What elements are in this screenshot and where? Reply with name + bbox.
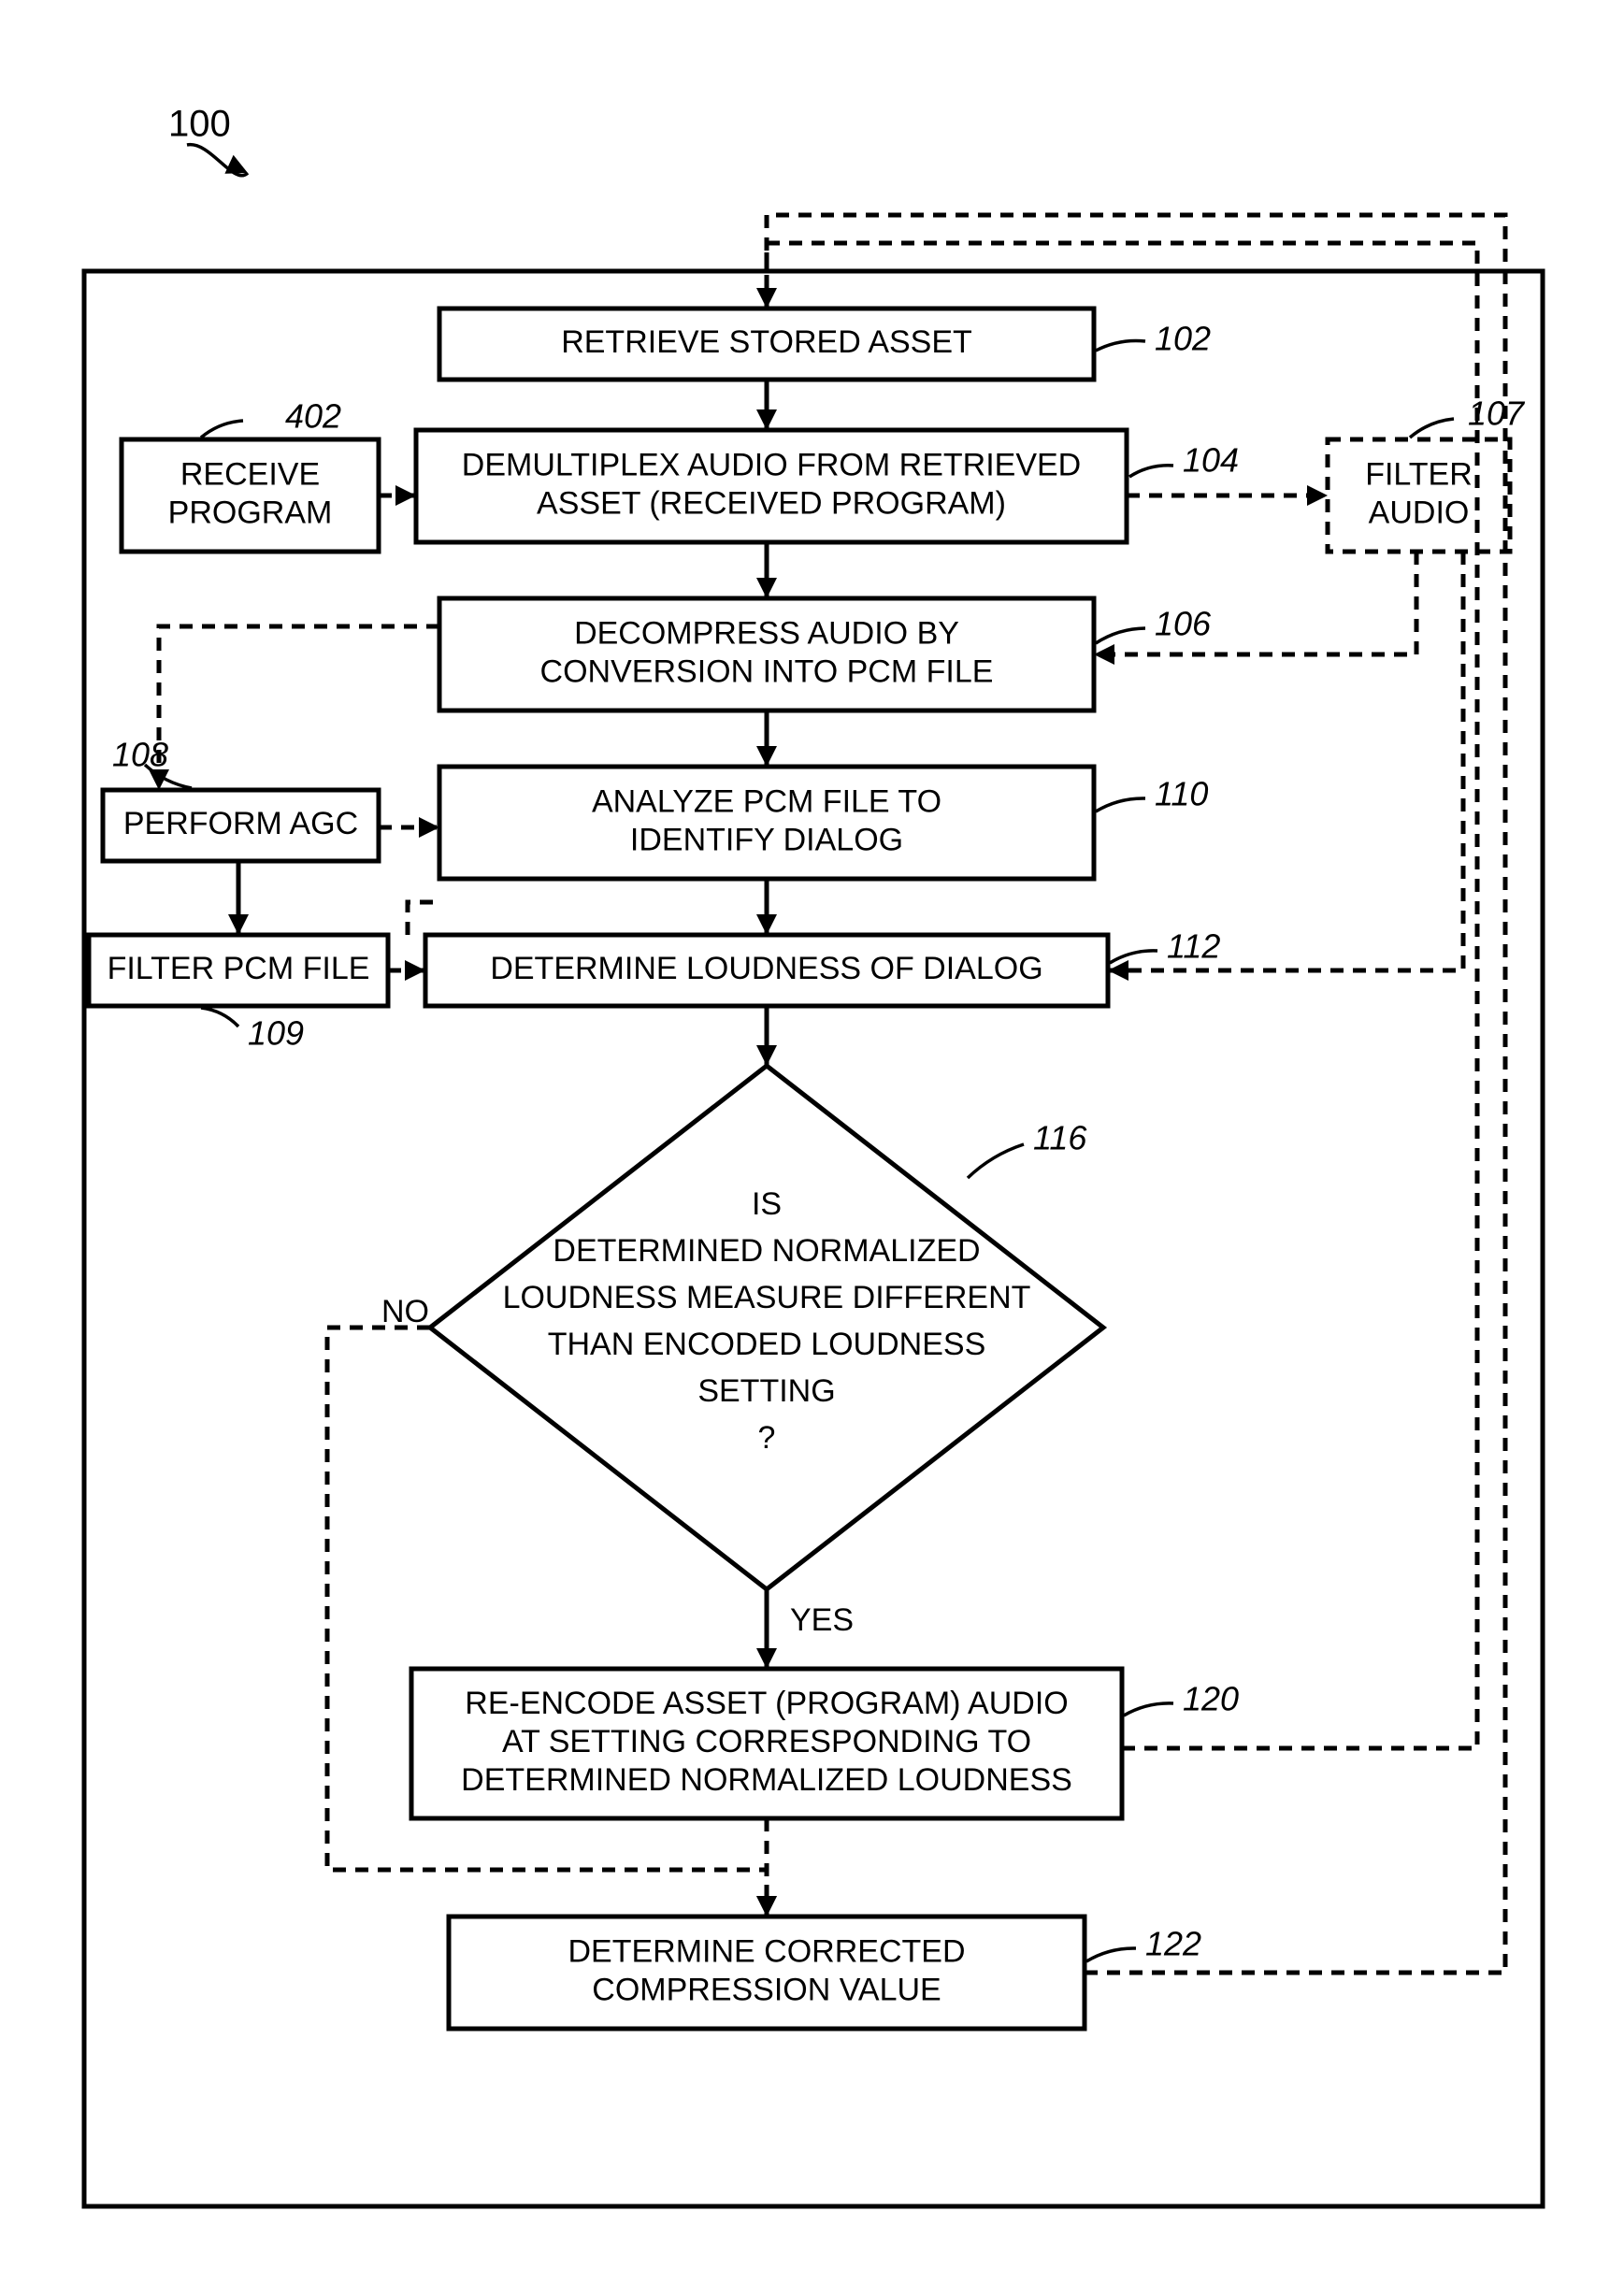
analyze-pcm: ANALYZE PCM FILE TOIDENTIFY DIALOG xyxy=(439,767,1094,879)
decision-loudness-text: SETTING xyxy=(697,1373,835,1409)
determine-compression-text: COMPRESSION VALUE xyxy=(592,1972,941,2007)
decompress-audio-text: DECOMPRESS AUDIO BY xyxy=(574,616,959,652)
retrieve-stored-asset: RETRIEVE STORED ASSET xyxy=(439,309,1094,380)
ref-107: 107 xyxy=(1468,395,1526,433)
re-encode-text: DETERMINED NORMALIZED LOUDNESS xyxy=(461,1762,1072,1798)
determine-compression: DETERMINE CORRECTEDCOMPRESSION VALUE xyxy=(449,1917,1085,2029)
receive-program: RECEIVEPROGRAM xyxy=(122,439,379,552)
filter-pcm-text: FILTER PCM FILE xyxy=(108,951,370,986)
analyze-pcm-text: ANALYZE PCM FILE TO xyxy=(592,784,941,820)
demultiplex-audio-text: DEMULTIPLEX AUDIO FROM RETRIEVED xyxy=(462,448,1081,483)
ref-108: 108 xyxy=(112,736,168,774)
ref-106: 106 xyxy=(1155,605,1212,643)
decompress-audio-text: CONVERSION INTO PCM FILE xyxy=(540,653,994,689)
no-label: NO xyxy=(381,1294,429,1329)
determine-compression-text: DETERMINE CORRECTED xyxy=(568,1934,965,1970)
re-encode-text: RE-ENCODE ASSET (PROGRAM) AUDIO xyxy=(465,1686,1068,1721)
filter-pcm: FILTER PCM FILE xyxy=(89,935,388,1006)
re-encode-text: AT SETTING CORRESPONDING TO xyxy=(502,1724,1031,1759)
demultiplex-audio: DEMULTIPLEX AUDIO FROM RETRIEVEDASSET (R… xyxy=(416,430,1127,542)
analyze-pcm-text: IDENTIFY DIALOG xyxy=(630,822,903,857)
yes-label: YES xyxy=(790,1602,854,1638)
perform-agc: PERFORM AGC xyxy=(103,790,379,861)
ref-116: 116 xyxy=(1033,1119,1087,1157)
decision-loudness-text: IS xyxy=(752,1186,782,1222)
receive-program-text: PROGRAM xyxy=(168,495,333,530)
decompress-audio: DECOMPRESS AUDIO BYCONVERSION INTO PCM F… xyxy=(439,598,1094,711)
perform-agc-text: PERFORM AGC xyxy=(123,806,358,841)
ref-402: 402 xyxy=(285,397,341,436)
ref-120: 120 xyxy=(1183,1680,1239,1718)
ref-110: 110 xyxy=(1155,775,1208,813)
diagram-root: 100 RETRIEVE STORED ASSET RECEIVEPROGRAM DE… xyxy=(0,0,1624,2283)
filter-audio: FILTERAUDIO xyxy=(1328,439,1510,552)
decision-loudness-text: LOUDNESS MEASURE DIFFERENT xyxy=(503,1280,1031,1315)
arrowhead xyxy=(224,155,248,174)
filter-audio-text: AUDIO xyxy=(1369,495,1470,530)
receive-program-text: RECEIVE xyxy=(180,457,320,493)
decision-loudness-text: THAN ENCODED LOUDNESS xyxy=(548,1327,986,1362)
ref-102: 102 xyxy=(1155,320,1211,358)
determine-loudness: DETERMINE LOUDNESS OF DIALOG xyxy=(425,935,1108,1006)
re-encode: RE-ENCODE ASSET (PROGRAM) AUDIOAT SETTIN… xyxy=(411,1669,1122,1818)
demultiplex-audio-text: ASSET (RECEIVED PROGRAM) xyxy=(537,485,1006,521)
ref-104: 104 xyxy=(1183,441,1239,480)
ref-112: 112 xyxy=(1167,927,1220,966)
ref-122: 122 xyxy=(1145,1925,1201,1963)
determine-loudness-text: DETERMINE LOUDNESS OF DIALOG xyxy=(490,951,1042,986)
ref-109: 109 xyxy=(248,1014,304,1053)
figure-label: 100 xyxy=(168,104,231,145)
filter-audio-text: FILTER xyxy=(1365,457,1473,493)
decision-loudness-text: ? xyxy=(758,1420,776,1456)
decision-loudness-text: DETERMINED NORMALIZED xyxy=(553,1233,980,1269)
retrieve-stored-asset-text: RETRIEVE STORED ASSET xyxy=(561,324,972,360)
